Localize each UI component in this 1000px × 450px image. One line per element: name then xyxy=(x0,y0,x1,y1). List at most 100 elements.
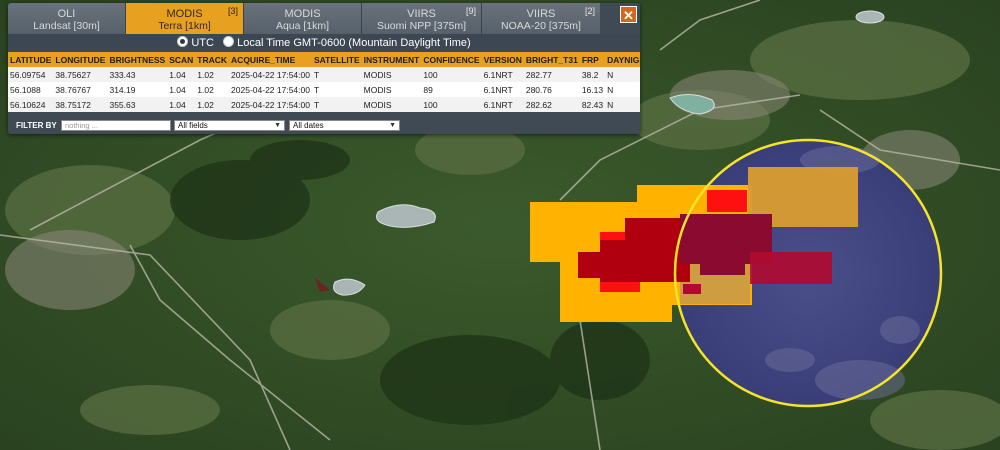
time-zone-selector: UTC Local Time GMT-0600 (Mountain Daylig… xyxy=(8,34,640,52)
table-cell: 1.04 xyxy=(167,97,196,112)
date-select[interactable]: All dates ▼ xyxy=(289,120,400,131)
utc-radio[interactable] xyxy=(177,36,189,47)
table-cell: 100 xyxy=(421,97,482,112)
table-row[interactable]: 56.1088 38.76767 314.19 1.04 1.02 2025-0… xyxy=(8,82,640,97)
tab-viirs-noaa-20[interactable]: VIIRS NOAA-20 [375m] [2] xyxy=(482,3,600,34)
table-cell: 282.62 xyxy=(523,97,580,112)
tab-title: VIIRS xyxy=(526,8,556,20)
table-cell: MODIS xyxy=(361,97,422,112)
table-cell: 314.19 xyxy=(107,82,168,97)
tab-count-badge: [3] xyxy=(227,6,238,16)
table-cell: 6.1NRT xyxy=(481,82,524,97)
table-cell: 1.04 xyxy=(167,82,196,97)
tab-subtitle: Aqua [1km] xyxy=(275,20,330,32)
table-cell: 280.76 xyxy=(523,82,580,97)
tab-count-badge: [9] xyxy=(465,6,476,16)
column-header[interactable]: DAYNIGHT xyxy=(605,52,640,67)
column-header[interactable]: BRIGHT_T31 xyxy=(523,52,580,67)
table-cell: 2025-04-22 17:54:00 xyxy=(229,67,312,82)
table-cell: 82.43 xyxy=(579,97,606,112)
column-header[interactable]: CONFIDENCE xyxy=(421,52,482,67)
tab-subtitle: Landsat [30m] xyxy=(33,20,100,32)
table-cell: 1.02 xyxy=(195,97,230,112)
tab-oli-landsat[interactable]: OLI Landsat [30m] xyxy=(8,3,126,34)
column-header[interactable]: SCAN xyxy=(167,52,196,67)
column-header[interactable]: BRIGHTNESS xyxy=(107,52,168,67)
tab-title: MODIS xyxy=(284,8,321,20)
table-cell: 38.75172 xyxy=(53,97,108,112)
table-row[interactable]: 56.10624 38.75172 355.63 1.04 1.02 2025-… xyxy=(8,97,640,112)
table-cell: N xyxy=(605,67,640,82)
fire-pixel-hot xyxy=(750,252,832,284)
chevron-down-icon: ▼ xyxy=(389,122,396,129)
highlight-circle-ring xyxy=(673,138,943,408)
table-row[interactable]: 56.09754 38.75627 333.43 1.04 1.02 2025-… xyxy=(8,67,640,82)
table-cell: 38.75627 xyxy=(53,67,108,82)
column-header[interactable]: SATELLITE xyxy=(311,52,362,67)
burn-scar xyxy=(315,278,330,292)
tab-subtitle: Terra [1km] xyxy=(158,20,211,32)
table-cell: 355.63 xyxy=(107,97,168,112)
tab-subtitle: NOAA-20 [375m] xyxy=(501,20,581,32)
tab-title: MODIS xyxy=(166,8,203,20)
table-cell: 56.10624 xyxy=(8,97,54,112)
table-cell: N xyxy=(605,82,640,97)
table-cell: 2025-04-22 17:54:00 xyxy=(229,82,312,97)
table-cell: 56.1088 xyxy=(8,82,54,97)
sensor-tabs: OLI Landsat [30m] MODIS Terra [1km] [3] … xyxy=(8,3,620,34)
column-header[interactable]: INSTRUMENT xyxy=(361,52,422,67)
fire-pixel-med xyxy=(707,190,747,212)
filter-input[interactable]: nothing ... xyxy=(61,120,171,131)
table-cell: MODIS xyxy=(361,67,422,82)
tab-modis-aqua[interactable]: MODIS Aqua [1km] xyxy=(244,3,362,34)
tab-viirs-suomi-npp[interactable]: VIIRS Suomi NPP [375m] [9] xyxy=(362,3,482,34)
column-header[interactable]: ACQUIRE_TIME xyxy=(229,52,312,67)
table-cell: 282.77 xyxy=(523,67,580,82)
table-cell: 2025-04-22 17:54:00 xyxy=(229,97,312,112)
tab-title: VIIRS xyxy=(407,8,436,20)
column-header[interactable]: LATITUDE xyxy=(8,52,54,67)
column-header[interactable]: FRP xyxy=(579,52,606,67)
chevron-down-icon: ▼ xyxy=(274,122,281,129)
fire-pixel-hot xyxy=(700,230,745,275)
lakes xyxy=(333,10,885,296)
fire-detections-table: LATITUDE LONGITUDE BRIGHTNESS SCAN TRACK… xyxy=(8,52,640,112)
tab-title: OLI xyxy=(57,8,76,20)
table-header-row: LATITUDE LONGITUDE BRIGHTNESS SCAN TRACK… xyxy=(8,52,640,67)
table-cell: 38.2 xyxy=(579,67,606,82)
table-cell: 56.09754 xyxy=(8,67,54,82)
filter-label: FILTER BY xyxy=(16,121,57,130)
table-cell: T xyxy=(311,67,362,82)
table-cell: 89 xyxy=(421,82,482,97)
tab-count-badge: [2] xyxy=(584,6,595,16)
table-cell: 1.02 xyxy=(195,82,230,97)
field-select[interactable]: All fields ▼ xyxy=(174,120,285,131)
local-time-radio[interactable] xyxy=(223,36,235,47)
tab-subtitle: Suomi NPP [375m] xyxy=(376,20,467,32)
fire-pixel-hot xyxy=(683,284,701,294)
tab-modis-terra[interactable]: MODIS Terra [1km] [3] xyxy=(126,3,244,34)
column-header[interactable]: TRACK xyxy=(195,52,230,67)
column-header[interactable]: VERSION xyxy=(481,52,524,67)
filter-bar: FILTER BY nothing ... All fields ▼ All d… xyxy=(8,117,640,134)
close-icon[interactable]: ✕ xyxy=(620,6,637,23)
local-time-label: Local Time GMT-0600 (Mountain Daylight T… xyxy=(237,37,471,49)
table-cell: 333.43 xyxy=(107,67,168,82)
table-cell: N xyxy=(605,97,640,112)
table-cell: 6.1NRT xyxy=(481,97,524,112)
table-cell: 1.02 xyxy=(195,67,230,82)
fire-footprints xyxy=(530,167,858,322)
circle-features xyxy=(765,146,920,400)
table-cell: 6.1NRT xyxy=(481,67,524,82)
dark-forest-patches xyxy=(170,140,650,425)
table-cell: 1.04 xyxy=(167,67,196,82)
table-cell: MODIS xyxy=(361,82,422,97)
table-cell: 100 xyxy=(421,67,482,82)
table-cell: 16.13 xyxy=(579,82,606,97)
table-cell: T xyxy=(311,82,362,97)
table-cell: T xyxy=(311,97,362,112)
field-select-value: All fields xyxy=(178,121,208,130)
utc-label: UTC xyxy=(191,37,214,49)
fire-data-panel: OLI Landsat [30m] MODIS Terra [1km] [3] … xyxy=(8,3,640,134)
column-header[interactable]: LONGITUDE xyxy=(53,52,108,67)
